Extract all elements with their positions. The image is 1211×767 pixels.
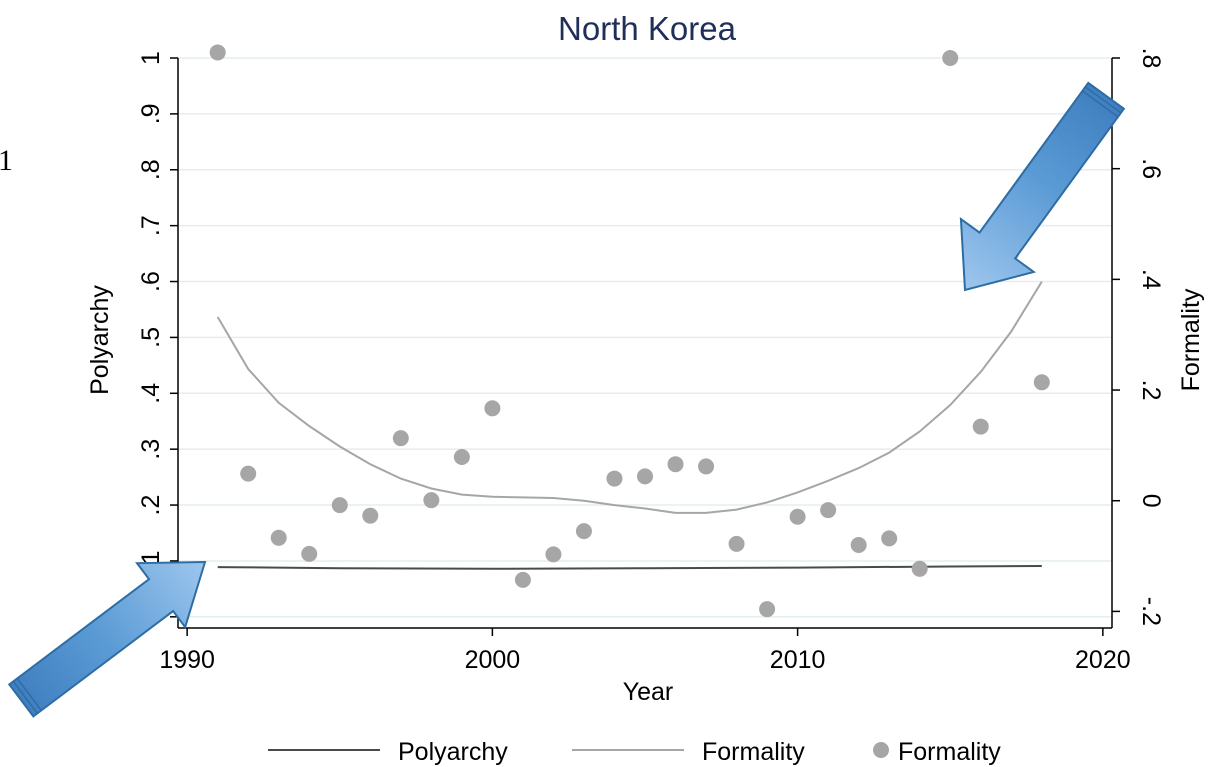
axes: 0.1.2.3.4.5.6.7.8.91-.20.2.4.6.819902000… <box>137 48 1165 674</box>
x-axis-title: Year <box>623 678 674 706</box>
scatter-point <box>1033 374 1050 391</box>
x-tick-label: 2020 <box>1075 646 1131 674</box>
y-left-tick-label: .9 <box>137 103 165 124</box>
scatter-point <box>301 545 318 562</box>
legend-label-formality-dot: Formality <box>898 738 1001 766</box>
legend-label-polyarchy: Polyarchy <box>398 738 508 766</box>
chart-title: North Korea <box>558 10 737 47</box>
y-right-tick-label: 0 <box>1137 494 1165 508</box>
y-left-tick-label: .3 <box>137 439 165 460</box>
scatter-point <box>575 523 592 540</box>
scatter-point <box>637 468 653 485</box>
legend-swatch-formality-dot <box>873 742 889 758</box>
y-left-tick-label: 1 <box>137 51 165 65</box>
scatter-point <box>667 456 684 473</box>
scatter-point <box>453 449 470 465</box>
scatter-point <box>331 497 348 514</box>
scatter-point <box>728 535 745 552</box>
y-left-tick-label: .2 <box>137 495 165 516</box>
y-left-tick-label: .6 <box>137 271 165 292</box>
scatter-point <box>240 465 257 482</box>
scatter-point <box>881 530 898 547</box>
scatter-point <box>545 546 562 563</box>
y-right-tick-label: -.2 <box>1137 597 1165 626</box>
x-tick-label: 2000 <box>465 646 521 674</box>
arrow-lower-left <box>7 560 207 718</box>
scatter-point <box>606 470 623 487</box>
scatter-point <box>820 502 837 519</box>
x-tick-label: 2010 <box>770 646 826 674</box>
y-right-tick-label: .2 <box>1137 380 1165 401</box>
x-tick-label: 1990 <box>159 646 215 674</box>
scatter-point <box>789 508 806 525</box>
scatter-point <box>392 430 409 447</box>
scatter-point <box>270 529 287 546</box>
y-left-axis-title: Polyarchy <box>86 285 114 395</box>
scatter-point <box>911 560 928 577</box>
y-right-tick-label: .8 <box>1137 48 1165 69</box>
scatter-point <box>850 536 867 553</box>
scatter-point <box>698 458 715 475</box>
scatter-point <box>514 571 531 588</box>
scatter-point <box>942 50 959 66</box>
y-left-tick-label: .4 <box>137 383 165 404</box>
series-layer <box>209 44 1050 618</box>
grid-lines <box>178 57 1112 618</box>
scatter-point <box>423 492 440 509</box>
series-line-formality <box>216 281 1043 514</box>
legend: Polyarchy Formality Formality <box>268 738 1001 766</box>
legend-label-formality-line: Formality <box>702 738 805 766</box>
scatter-point <box>209 44 226 61</box>
y-right-tick-label: .4 <box>1137 269 1165 290</box>
y-left-tick-label: .5 <box>137 327 165 348</box>
series-line-polyarchy <box>217 565 1042 570</box>
scatter-point <box>362 507 379 524</box>
y-right-axis-title: Formality <box>1177 288 1205 391</box>
arrow-upper-right <box>959 81 1126 292</box>
y-right-tick-label: .6 <box>1137 158 1165 179</box>
y-left-tick-label: .8 <box>137 159 165 180</box>
y-left-tick-label: .7 <box>137 215 165 236</box>
stray-text: 1 <box>0 144 13 177</box>
scatter-point <box>759 601 776 618</box>
scatter-point <box>484 400 501 417</box>
scatter-point <box>972 418 989 435</box>
